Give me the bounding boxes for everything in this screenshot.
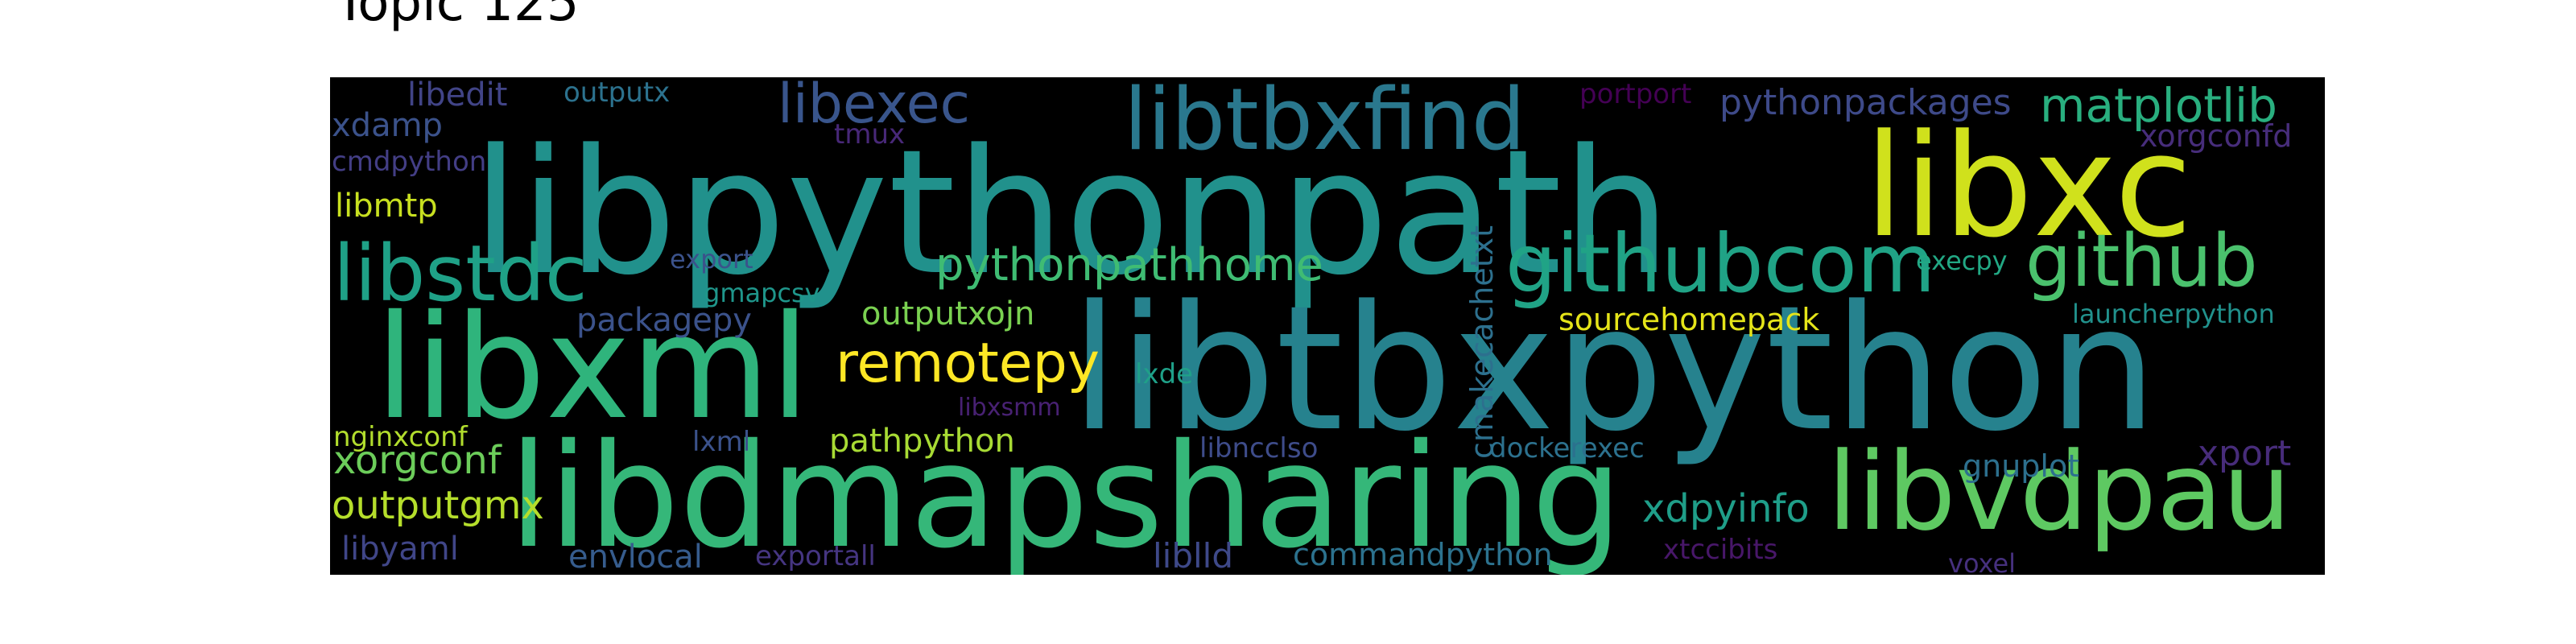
word-libxc: libxc xyxy=(1864,104,2193,269)
word-xorgconfd: xorgconfd xyxy=(2140,118,2293,154)
word-launcherpython: launcherpython xyxy=(2072,299,2275,329)
word-remotepy: remotepy xyxy=(836,332,1100,395)
word-libtbxfind: libtbxfind xyxy=(1124,77,1525,169)
word-pythonpathhome: pythonpathhome xyxy=(935,239,1323,291)
word-lxml: lxml xyxy=(692,426,751,458)
word-libedit: libedit xyxy=(407,77,508,114)
word-dockerexec: dockerexec xyxy=(1489,432,1645,464)
word-sourcehomepack: sourcehomepack xyxy=(1558,302,1820,337)
word-libpythonpath: libpythonpath xyxy=(472,113,1671,313)
word-libxsmm: libxsmm xyxy=(958,394,1061,422)
word-libtbxpython: libtbxpython xyxy=(1071,269,2157,469)
word-matplotlib: matplotlib xyxy=(2040,78,2277,133)
word-libexec: libexec xyxy=(778,77,970,136)
word-xdamp: xdamp xyxy=(332,107,443,144)
word-nginxconf: nginxconf xyxy=(333,421,468,453)
word-portport: portport xyxy=(1579,78,1692,110)
word-gnuplot: gnuplot xyxy=(1963,448,2080,484)
word-gmapcsv: gmapcsv xyxy=(704,278,820,308)
word-cmdpython: cmdpython xyxy=(332,146,487,178)
word-outputx: outputx xyxy=(564,77,671,109)
word-lxde: lxde xyxy=(1135,358,1194,390)
word-xdpyinfo: xdpyinfo xyxy=(1642,486,1810,531)
word-cmakecachetxt: cmakecachetxt xyxy=(1464,225,1500,459)
word-libstdc: libstdc xyxy=(333,229,588,319)
word-github: github xyxy=(2025,219,2258,303)
word-execpy: execpy xyxy=(1916,246,2008,276)
word-packagepy: packagepy xyxy=(576,302,752,339)
word-libxml: libxml xyxy=(375,284,811,451)
word-commandpython: commandpython xyxy=(1293,537,1553,572)
word-envlocal: envlocal xyxy=(568,539,703,575)
word-xport: xport xyxy=(2198,433,2292,474)
word-pythonpackages: pythonpackages xyxy=(1719,82,2012,123)
word-libdmapsharing: libdmapsharing xyxy=(509,413,1623,575)
word-tmux: tmux xyxy=(834,118,906,151)
word-libyaml: libyaml xyxy=(341,530,459,568)
word-xorgconf: xorgconf xyxy=(333,438,502,483)
figure-title: Topic 125 xyxy=(335,0,580,33)
word-outputxojn: outputxojn xyxy=(861,295,1035,332)
word-libvdpau: libvdpau xyxy=(1827,429,2291,555)
word-export: export xyxy=(670,244,753,275)
word-libmtp: libmtp xyxy=(335,188,438,225)
word-liblld: liblld xyxy=(1153,536,1233,575)
word-voxel: voxel xyxy=(1948,548,2017,575)
word-libncclso: libncclso xyxy=(1199,432,1319,464)
word-xtccibits: xtccibits xyxy=(1663,534,1778,566)
word-exportall: exportall xyxy=(755,540,876,572)
word-pathpython: pathpython xyxy=(829,423,1015,460)
word-githubcom: githubcom xyxy=(1505,217,1936,311)
word-outputgmx: outputgmx xyxy=(332,483,544,528)
word-cloud: libpythonpath libtbxpython libdmapsharin… xyxy=(330,77,2325,575)
